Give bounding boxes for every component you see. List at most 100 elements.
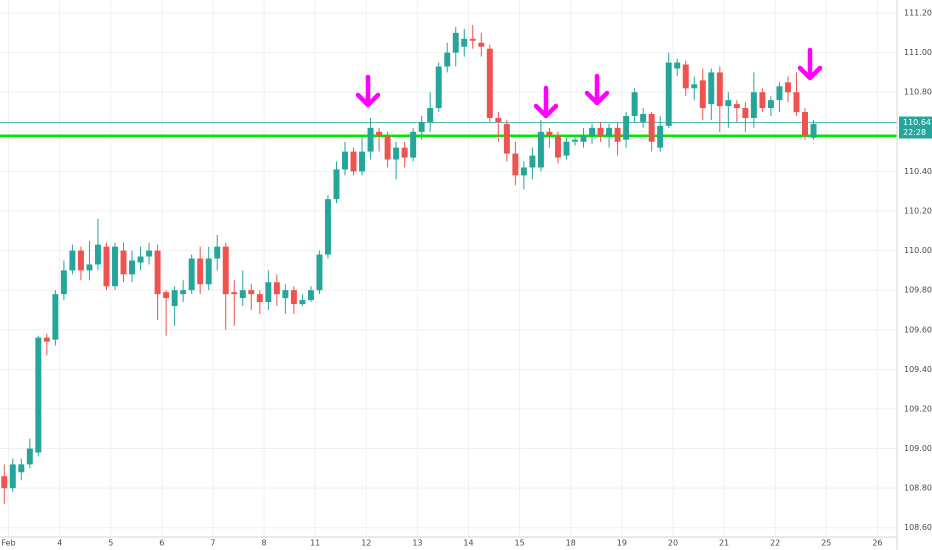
- candle-body: [112, 246, 118, 287]
- candle-body: [767, 100, 774, 109]
- y-tick-label: 111.200: [904, 9, 932, 18]
- x-tick-label: 25: [821, 539, 831, 548]
- candle-body: [776, 86, 783, 101]
- candle-body: [793, 92, 800, 113]
- x-tick-label: 21: [719, 539, 729, 548]
- candle-body: [554, 135, 561, 158]
- candle-body: [376, 131, 383, 136]
- arrow: [797, 47, 823, 81]
- x-tick-label: 26: [872, 539, 882, 548]
- candle-body: [342, 151, 348, 170]
- candle-body: [546, 131, 553, 136]
- y-tick-label: 108.800: [904, 484, 932, 493]
- x-tick-label: 5: [108, 539, 113, 548]
- arrow: [533, 85, 559, 119]
- candle-body: [410, 131, 417, 158]
- candle-body: [682, 64, 689, 89]
- candle-body: [18, 464, 25, 473]
- candle-body: [290, 290, 297, 305]
- candle-body: [708, 72, 715, 105]
- candle-body: [359, 151, 366, 172]
- x-tick-label: 19: [617, 539, 627, 548]
- candle-body: [742, 108, 749, 118]
- candle-body: [60, 270, 67, 295]
- candle-body: [316, 254, 323, 291]
- x-tick-label: 11: [310, 539, 320, 548]
- x-tick-label: 7: [210, 539, 215, 548]
- candle-body: [750, 92, 757, 118]
- candle-body: [589, 127, 596, 136]
- candle-body: [129, 260, 136, 275]
- candle-body: [231, 292, 238, 295]
- candle-body: [452, 32, 459, 53]
- x-tick-label: 18: [566, 539, 576, 548]
- y-tick-label: 110.400: [904, 167, 932, 176]
- candle-body: [512, 153, 519, 176]
- candle-body: [623, 115, 630, 140]
- candle-body: [265, 282, 272, 303]
- candle-body: [427, 108, 434, 122]
- y-tick-label: 110.000: [904, 246, 932, 255]
- candle-body: [350, 151, 357, 172]
- candle-body: [77, 250, 84, 271]
- candle-body: [69, 250, 76, 271]
- x-tick-label: 13: [412, 539, 422, 548]
- y-tick-label: 110.800: [904, 88, 932, 97]
- candle-body: [171, 290, 178, 307]
- candle-body: [665, 62, 672, 126]
- candle-body: [716, 72, 723, 107]
- candle-body: [674, 62, 681, 69]
- candle-body: [188, 258, 195, 291]
- candle-body: [393, 147, 400, 160]
- candle-body: [495, 117, 502, 122]
- candle-body: [299, 300, 306, 305]
- x-tick-label: 22: [770, 539, 780, 548]
- candle-body: [572, 139, 578, 142]
- candle-body: [537, 131, 544, 168]
- candle-body: [239, 290, 246, 299]
- candle-body: [367, 127, 374, 152]
- candle-body: [52, 294, 59, 340]
- candle-body: [333, 169, 340, 200]
- last-price-label: 110.647: [903, 118, 932, 127]
- candle-body: [461, 38, 468, 47]
- candle-body: [1, 476, 8, 489]
- candle-body: [214, 246, 221, 259]
- annotation-arrows: [355, 47, 823, 119]
- candle-body: [503, 123, 510, 154]
- x-tick-label: 4: [57, 539, 62, 548]
- candle-body: [699, 80, 706, 109]
- axes: 108.600 108.800 109.000 109.200 109.400 109.6…: [1, 9, 932, 548]
- candle-body: [9, 464, 16, 489]
- candle-body: [86, 264, 93, 271]
- candle-body: [606, 127, 613, 136]
- candle-body: [26, 448, 33, 465]
- candle-body: [435, 66, 442, 109]
- candle-body: [154, 250, 161, 295]
- x-tick-label: 6: [159, 539, 164, 548]
- candle-body: [563, 141, 570, 156]
- candle-body: [137, 256, 144, 263]
- candle-body: [103, 246, 110, 287]
- candle-body: [580, 135, 587, 142]
- y-tick-label: 109.800: [904, 286, 932, 295]
- candle-body: [180, 290, 187, 295]
- candle-body: [614, 127, 621, 142]
- candle-body: [94, 244, 101, 265]
- x-tick-label: 14: [463, 539, 473, 548]
- candle-body: [248, 290, 255, 295]
- candle-body: [282, 290, 289, 299]
- candle-body: [324, 199, 331, 255]
- candle-body: [640, 114, 647, 122]
- candle-body: [163, 292, 170, 299]
- candle-body: [146, 250, 153, 257]
- countdown-label: 22:28: [903, 128, 926, 137]
- candle-body: [691, 84, 698, 89]
- arrow: [355, 74, 381, 108]
- candle-body: [469, 38, 476, 41]
- candle-body: [486, 48, 493, 118]
- x-tick-label: Feb: [1, 539, 15, 548]
